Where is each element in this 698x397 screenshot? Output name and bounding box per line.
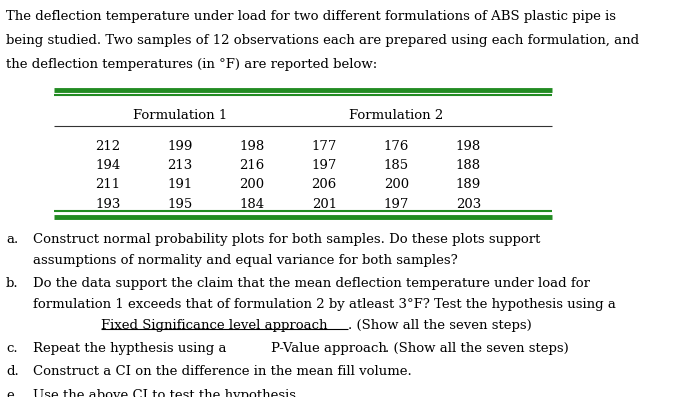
Text: 195: 195 xyxy=(168,198,193,211)
Text: 189: 189 xyxy=(456,179,481,191)
Text: formulation 1 exceeds that of formulation 2 by atleast 3°F? Test the hypothesis : formulation 1 exceeds that of formulatio… xyxy=(33,298,616,311)
Text: Repeat the hypthesis using a: Repeat the hypthesis using a xyxy=(33,342,231,355)
Text: Formulation 2: Formulation 2 xyxy=(349,108,443,121)
Text: 200: 200 xyxy=(239,179,265,191)
Text: 191: 191 xyxy=(168,179,193,191)
Text: 176: 176 xyxy=(384,140,409,153)
Text: . (Show all the seven steps): . (Show all the seven steps) xyxy=(385,342,568,355)
Text: being studied. Two samples of 12 observations each are prepared using each formu: being studied. Two samples of 12 observa… xyxy=(6,34,639,47)
Text: Construct normal probability plots for both samples. Do these plots support: Construct normal probability plots for b… xyxy=(33,233,540,247)
Text: Do the data support the claim that the mean deflection temperature under load fo: Do the data support the claim that the m… xyxy=(33,278,590,290)
Text: Fixed Significance level approach: Fixed Significance level approach xyxy=(101,319,327,331)
Text: a.: a. xyxy=(6,233,18,247)
Text: 200: 200 xyxy=(384,179,409,191)
Text: 216: 216 xyxy=(239,159,265,172)
Text: 211: 211 xyxy=(96,179,121,191)
Text: 197: 197 xyxy=(384,198,409,211)
Text: Use the above CI to test the hypothesis.: Use the above CI to test the hypothesis. xyxy=(33,389,300,397)
Text: Formulation 1: Formulation 1 xyxy=(133,108,228,121)
Text: The deflection temperature under load for two different formulations of ABS plas: The deflection temperature under load fo… xyxy=(6,10,616,23)
Text: the deflection temperatures (in °F) are reported below:: the deflection temperatures (in °F) are … xyxy=(6,58,377,71)
Text: 203: 203 xyxy=(456,198,481,211)
Text: 193: 193 xyxy=(96,198,121,211)
Text: 177: 177 xyxy=(311,140,337,153)
Text: 198: 198 xyxy=(239,140,265,153)
Text: 213: 213 xyxy=(168,159,193,172)
Text: e.: e. xyxy=(6,389,18,397)
Text: assumptions of normality and equal variance for both samples?: assumptions of normality and equal varia… xyxy=(33,254,458,267)
Text: 201: 201 xyxy=(312,198,337,211)
Text: Construct a CI on the difference in the mean fill volume.: Construct a CI on the difference in the … xyxy=(33,365,412,378)
Text: 188: 188 xyxy=(456,159,481,172)
Text: 197: 197 xyxy=(311,159,337,172)
Text: 194: 194 xyxy=(96,159,121,172)
Text: b.: b. xyxy=(6,278,19,290)
Text: c.: c. xyxy=(6,342,17,355)
Text: d.: d. xyxy=(6,365,19,378)
Text: 212: 212 xyxy=(96,140,121,153)
Text: 185: 185 xyxy=(384,159,409,172)
Text: P-Value approach: P-Value approach xyxy=(271,342,387,355)
Text: 199: 199 xyxy=(168,140,193,153)
Text: 198: 198 xyxy=(456,140,481,153)
Text: 206: 206 xyxy=(311,179,337,191)
Text: . (Show all the seven steps): . (Show all the seven steps) xyxy=(348,319,532,331)
Text: 184: 184 xyxy=(239,198,265,211)
